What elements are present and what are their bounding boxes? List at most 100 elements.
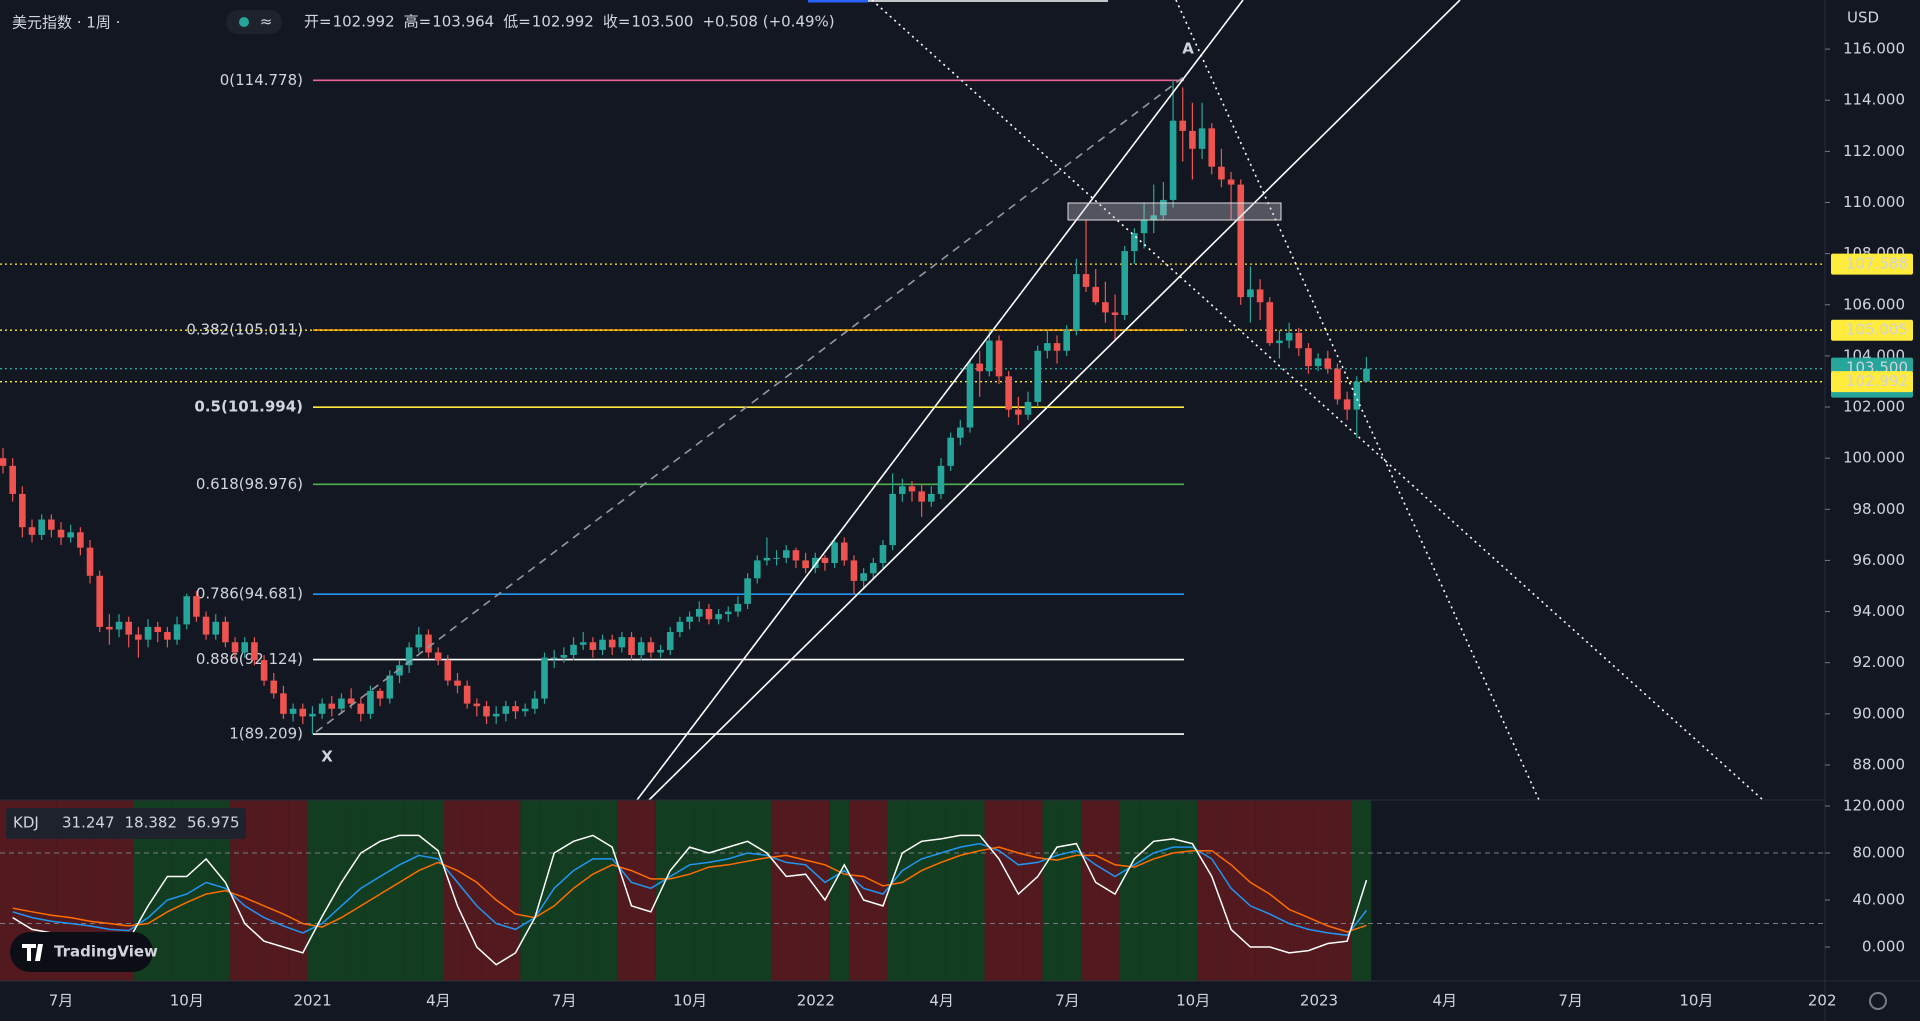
kdj-region — [945, 800, 966, 981]
kdj-region — [1274, 800, 1294, 981]
kdj-tick-label: 0.000 — [1862, 938, 1905, 956]
kdj-legend-value: 31.247 — [62, 814, 115, 832]
kdj-region — [926, 800, 946, 981]
candle-body — [1169, 120, 1177, 200]
candle-body — [579, 642, 587, 645]
candle-body — [889, 493, 896, 546]
candle-body — [1015, 409, 1022, 415]
x-tick-label: 10月 — [1176, 992, 1210, 1010]
y-tick-label: 102.000 — [1843, 398, 1905, 416]
candle-body — [183, 596, 191, 625]
candle-body — [1305, 348, 1312, 367]
candle-body — [928, 493, 935, 502]
kdj-region — [404, 800, 424, 981]
kdj-region — [1293, 800, 1314, 981]
x-tick-label: 4月 — [1433, 992, 1458, 1010]
price-label: 107.588 — [1846, 255, 1908, 273]
candle-body — [415, 634, 423, 648]
fib-label: 0.618(98.976) — [196, 475, 303, 493]
candle-body — [1237, 184, 1245, 298]
candle-body — [357, 703, 365, 714]
candle-body — [560, 655, 568, 658]
candle-body — [521, 708, 529, 712]
trendlines — [315, 0, 1764, 801]
candle-body — [38, 519, 45, 535]
candle-body — [1256, 289, 1264, 303]
candle-body — [512, 706, 519, 712]
y-tick-label: 90.000 — [1853, 704, 1906, 722]
zone-box — [1067, 202, 1282, 221]
fib-label: 1(89.209) — [229, 725, 303, 743]
brand-badge[interactable] — [10, 932, 153, 972]
kdj-line — [12, 846, 1367, 933]
candle-body — [241, 642, 249, 653]
candle-body — [676, 621, 684, 633]
kdj-region — [578, 800, 598, 981]
kdj-region — [365, 800, 385, 981]
kdj-name: KDJ — [13, 814, 39, 832]
candle-body — [599, 639, 606, 650]
candle-body — [908, 486, 916, 492]
trendline-dotted — [871, 0, 1764, 801]
kdj-region — [1177, 800, 1198, 981]
candle-body — [299, 708, 307, 717]
kdj-legend-bg — [6, 808, 246, 839]
y-tick-label: 98.000 — [1853, 500, 1906, 518]
candle-body — [947, 437, 954, 466]
candle-body — [405, 647, 413, 666]
candle-body — [125, 621, 133, 635]
candle-body — [376, 690, 384, 699]
kdj-region — [423, 800, 443, 981]
candle-body — [251, 642, 258, 661]
candle-body — [1140, 220, 1148, 234]
candle-body — [899, 486, 906, 494]
candle-body — [347, 698, 355, 704]
candle-body — [753, 560, 761, 579]
candle-body — [48, 519, 55, 530]
candle-body — [1063, 330, 1070, 351]
trendline — [636, 0, 1244, 801]
candle-body — [260, 660, 268, 681]
candle-body — [1044, 343, 1051, 351]
kdj-region — [965, 800, 985, 981]
kdj-legend: 31.247 18.382 56.975 — [62, 814, 240, 832]
kdj-region — [1042, 800, 1062, 981]
x-tick-label: 7月 — [552, 992, 577, 1010]
kdj-region — [249, 800, 269, 981]
candle-body — [473, 703, 481, 707]
candle-body — [144, 626, 152, 640]
settings-icon[interactable] — [1869, 992, 1887, 1010]
y-tick-label: 88.000 — [1853, 755, 1906, 773]
candle-body — [1276, 340, 1283, 344]
candle-body — [705, 609, 713, 620]
candle-body — [744, 578, 751, 604]
candle-body — [396, 665, 403, 676]
candle-body — [434, 652, 442, 661]
kdj-region — [1351, 800, 1372, 981]
candle-body — [1082, 274, 1090, 287]
candle-body — [1363, 368, 1370, 382]
ohlc-label: 开= — [304, 13, 332, 31]
kdj-region — [907, 800, 927, 981]
candle-body — [328, 703, 336, 709]
kdj-region — [1158, 800, 1178, 981]
ohlc-value: 102.992 — [532, 13, 594, 31]
candle-body — [1053, 343, 1061, 351]
candle-body — [1227, 179, 1235, 185]
candle-body — [386, 675, 394, 699]
candle-body — [792, 550, 800, 561]
symbol-title: 美元指数 · 1周 · — [12, 14, 120, 32]
candle-body — [309, 713, 316, 717]
candle-body — [531, 698, 539, 709]
candle-body — [1111, 312, 1119, 315]
candle-body — [782, 550, 790, 558]
candle-body — [657, 649, 664, 653]
candle-body — [870, 562, 877, 574]
candle-body — [1073, 274, 1080, 331]
candle-body — [831, 542, 838, 563]
candle-body — [1102, 302, 1109, 313]
kdj-line — [12, 842, 1368, 937]
price-label-box — [1831, 371, 1913, 393]
ohlc-value: 103.500 — [631, 13, 693, 31]
